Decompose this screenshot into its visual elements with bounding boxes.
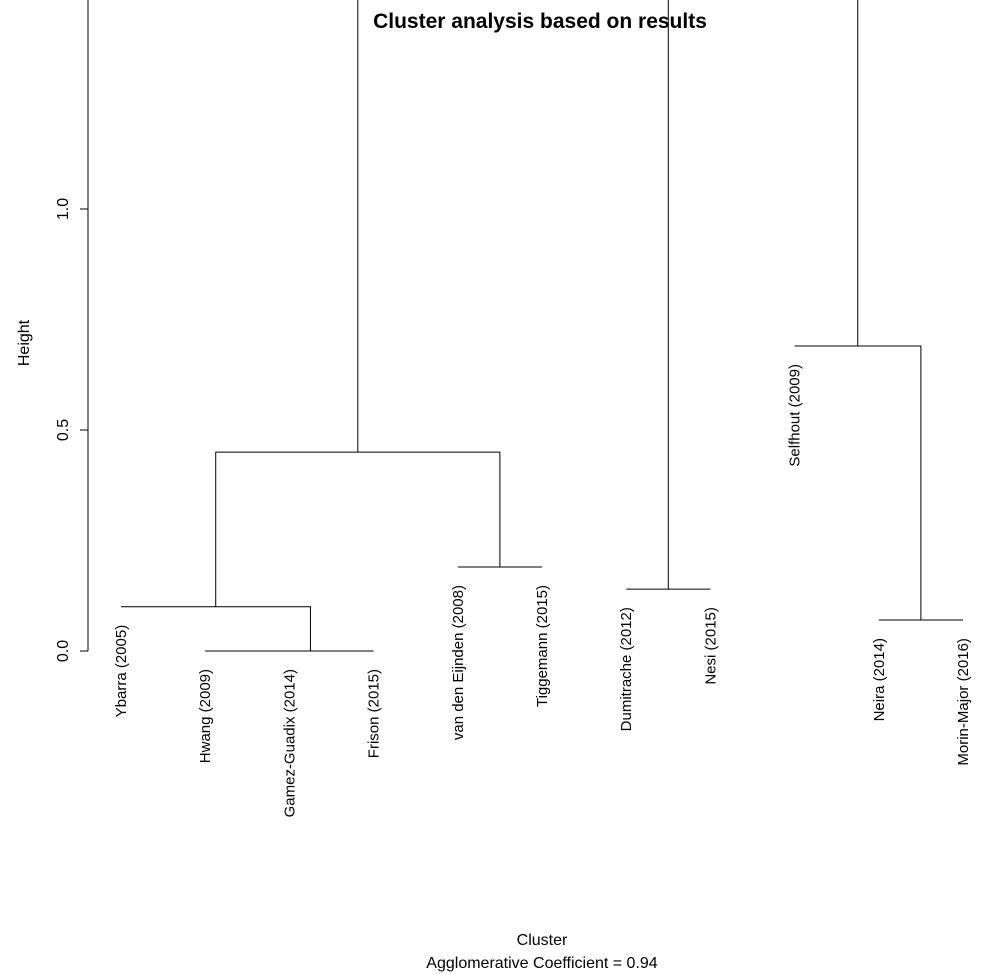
- y-tick-label: 1.0: [55, 198, 72, 220]
- y-tick-label: 0.5: [55, 419, 72, 441]
- x-axis-label: Cluster: [517, 932, 568, 949]
- leaf-label: Nesi (2015): [702, 607, 719, 685]
- leaf-labels: Ybarra (2005) Hwang (2009) Gamez-Guadix (2…: [113, 364, 972, 817]
- leaf-label: Selfhout (2009): [787, 364, 804, 467]
- dendrogram-link: [121, 606, 311, 651]
- leaf-label: Tiggemann (2015): [534, 585, 551, 707]
- leaf-label: Hwang (2009): [197, 669, 214, 763]
- leaf-label: Neira (2014): [871, 638, 888, 721]
- leaf-label: Dumitrache (2012): [618, 607, 635, 731]
- y-axis-label: Height: [16, 319, 33, 366]
- leaf-label: Morin-Major (2016): [955, 638, 972, 766]
- dendrogram-link: [857, 0, 859, 347]
- leaf-label: Gamez-Guadix (2014): [281, 669, 298, 817]
- agglomerative-coefficient-label: Agglomerative Coefficient = 0.94: [426, 955, 658, 972]
- dendrogram-link: [357, 0, 669, 590]
- dendrogram-link: [215, 451, 501, 607]
- chart-title: Cluster analysis based on results: [373, 10, 707, 33]
- dendrogram-links: [121, 0, 963, 652]
- leaf-label: Frison (2015): [366, 669, 383, 758]
- leaf-label: Ybarra (2005): [113, 625, 130, 718]
- y-tick-label: 0.0: [55, 640, 72, 662]
- dendrogram-link: [794, 345, 922, 621]
- leaf-label: van den Eijnden (2008): [450, 585, 467, 740]
- y-axis: 0.00.51.01.52.02.5: [55, 0, 89, 662]
